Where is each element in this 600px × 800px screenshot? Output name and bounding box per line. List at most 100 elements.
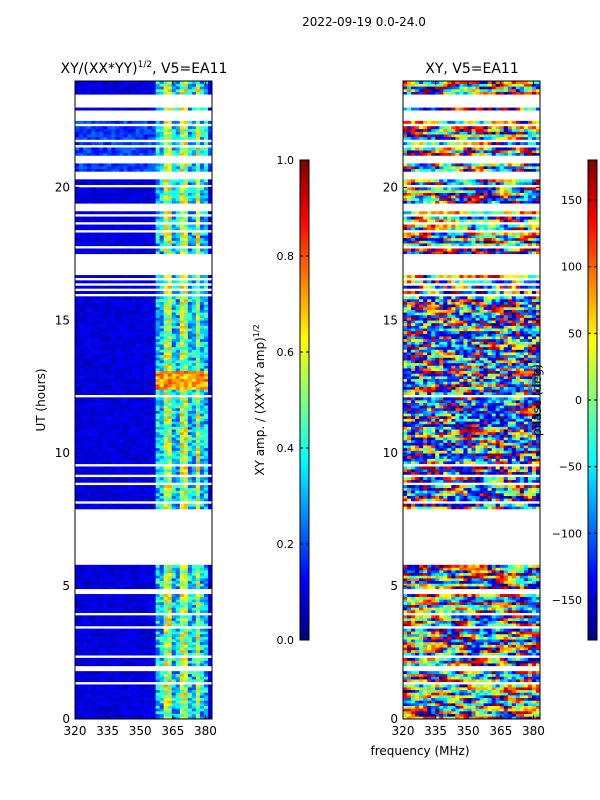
heatmap-cell (207, 216, 213, 220)
heatmap-cell (199, 421, 205, 425)
heatmap-cell (83, 219, 88, 223)
heatmap-cell (163, 479, 169, 483)
heatmap-cell (187, 447, 193, 451)
heatmap-cell (95, 596, 100, 600)
heatmap-cell (131, 362, 136, 366)
heatmap-cell (195, 633, 201, 637)
heatmap-cell (95, 189, 100, 193)
heatmap-cell (103, 373, 108, 377)
heatmap-cell (123, 607, 128, 611)
heatmap-cell (127, 469, 132, 473)
heatmap-cell (151, 431, 156, 435)
heatmap-cell (139, 564, 144, 568)
heatmap-cell (151, 580, 156, 584)
heatmap-cell (91, 227, 96, 231)
heatmap-cell (155, 479, 161, 483)
heatmap-cell (79, 330, 84, 334)
heatmap-cell (127, 620, 132, 624)
heatmap-cell (199, 442, 205, 446)
heatmap-cell (195, 583, 201, 587)
heatmap-cell (151, 240, 156, 244)
heatmap-cell (103, 687, 108, 691)
heatmap-cell (131, 647, 136, 651)
heatmap-cell (195, 232, 201, 236)
heatmap-cell (187, 304, 193, 308)
heatmap-cell (171, 280, 177, 284)
heatmap-cell (207, 426, 213, 430)
heatmap-cell (179, 615, 185, 619)
heatmap-cell (151, 671, 156, 675)
heatmap-cell (175, 216, 181, 220)
heatmap-cell (191, 439, 197, 443)
heatmap-cell (195, 336, 201, 340)
heatmap-cell (127, 243, 132, 247)
heatmap-cell (111, 373, 116, 377)
heatmap-cell (183, 352, 189, 356)
heatmap-cell (127, 697, 132, 701)
heatmap-cell (135, 620, 140, 624)
heatmap-cell (143, 461, 148, 465)
heatmap-cell (167, 567, 173, 571)
heatmap-cell (159, 405, 165, 409)
heatmap-cell (103, 437, 108, 441)
heatmap-cell (95, 692, 100, 696)
heatmap-cell (163, 708, 169, 712)
heatmap-cell (111, 604, 116, 608)
heatmap-cell (131, 466, 136, 470)
heatmap-cell (131, 676, 136, 680)
heatmap-cell (179, 673, 185, 677)
heatmap-cell (91, 455, 96, 459)
heatmap-cell (79, 378, 84, 382)
heatmap-cell (115, 599, 120, 603)
heatmap-cell (135, 349, 140, 353)
heatmap-cell (187, 673, 193, 677)
heatmap-cell (115, 376, 120, 380)
heatmap-cell (171, 389, 177, 393)
heatmap-cell (135, 708, 140, 712)
heatmap-cell (131, 689, 136, 693)
heatmap-cell (203, 352, 209, 356)
amplitude-panel: XY/(XX*YY)1/2, V5=EA11 320 335 350 365 38005… (34, 60, 227, 738)
heatmap-cell (79, 628, 84, 632)
heatmap-cell (123, 660, 128, 664)
heatmap-cell (127, 248, 132, 252)
heatmap-cell (111, 423, 116, 427)
heatmap-cell (179, 232, 185, 236)
heatmap-cell (139, 426, 144, 430)
heatmap-cell (123, 402, 128, 406)
heatmap-cell (151, 291, 156, 294)
heatmap-cell (151, 346, 156, 350)
heatmap-cell (167, 322, 173, 326)
heatmap-cell (75, 328, 80, 332)
heatmap-cell (207, 314, 213, 318)
heatmap-cell (187, 636, 193, 640)
heatmap-cell (199, 376, 205, 380)
heatmap-cell (91, 325, 96, 329)
heatmap-cell (139, 713, 144, 717)
heatmap-cell (91, 418, 96, 422)
heatmap-cell (135, 490, 140, 494)
heatmap-cell (111, 623, 116, 627)
heatmap-cell (107, 649, 112, 653)
heatmap-cell (147, 692, 152, 696)
heatmap-cell (163, 407, 169, 411)
heatmap-cell (87, 211, 92, 215)
heatmap-cell (103, 572, 108, 576)
heatmap-cell (75, 713, 80, 717)
heatmap-cell (99, 275, 104, 279)
heatmap-cell (167, 615, 173, 619)
heatmap-cell (203, 684, 209, 688)
heatmap-cell (203, 291, 209, 294)
heatmap-cell (199, 580, 205, 584)
heatmap-cell (139, 689, 144, 693)
heatmap-cell (191, 384, 197, 388)
heatmap-cell (147, 216, 152, 220)
heatmap-cell (183, 599, 189, 603)
heatmap-cell (195, 402, 201, 406)
heatmap-cell (199, 189, 205, 193)
heatmap-cell (119, 211, 124, 215)
heatmap-cell (123, 461, 128, 465)
heatmap-cell (151, 695, 156, 699)
heatmap-cell (107, 216, 112, 220)
